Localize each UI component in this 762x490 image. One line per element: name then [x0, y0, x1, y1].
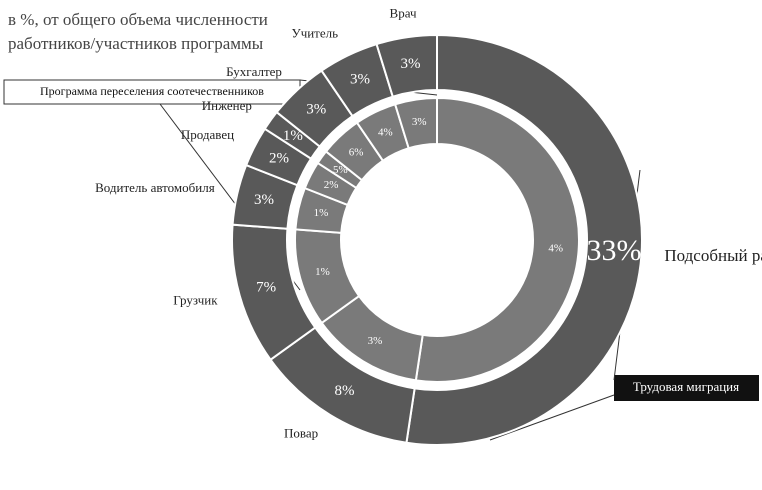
value-label: 4% [378, 126, 393, 138]
category-label: Продавец [181, 127, 234, 142]
value-label: 3% [412, 116, 427, 128]
value-label: 3% [306, 101, 326, 117]
legend-box [614, 375, 759, 401]
value-label: 3% [350, 72, 370, 88]
value-label: 6% [349, 146, 364, 158]
value-label: 8% [334, 383, 354, 399]
leader-line [489, 394, 615, 441]
category-label: Повар [284, 426, 318, 441]
category-label: Врач [390, 6, 417, 21]
legend-label: Программа переселения соотечественников [40, 84, 264, 98]
value-label: 3% [254, 192, 274, 208]
legend-box [3, 79, 301, 105]
ring-segment [405, 33, 643, 446]
category-label: Подсобный рабочий [664, 246, 762, 265]
value-label: 7% [256, 280, 276, 296]
legend-label: Трудовая миграция [633, 379, 739, 394]
value-label: 1% [314, 207, 329, 219]
category-label: Водитель автомобиля [95, 180, 215, 195]
chart-title: в %, от общего объема численности работн… [8, 10, 268, 53]
category-label: Бухгалтер [226, 64, 282, 79]
value-label: 2% [269, 150, 289, 166]
category-label: Грузчик [173, 293, 218, 308]
value-label: 1% [283, 128, 303, 144]
value-label: 2% [324, 179, 339, 191]
ring-segment [375, 33, 438, 98]
value-label: 3% [368, 335, 383, 347]
ring-segment [414, 96, 580, 383]
category-label: Учитель [291, 26, 338, 41]
value-label: 4% [548, 242, 563, 254]
title-box: в %, от общего объема численности работн… [8, 10, 268, 53]
value-label: 3% [401, 56, 421, 72]
category-label: Инженер [202, 98, 252, 113]
ring-segment [393, 96, 438, 150]
value-label: 33% [587, 234, 642, 267]
value-label: 1% [315, 266, 330, 278]
